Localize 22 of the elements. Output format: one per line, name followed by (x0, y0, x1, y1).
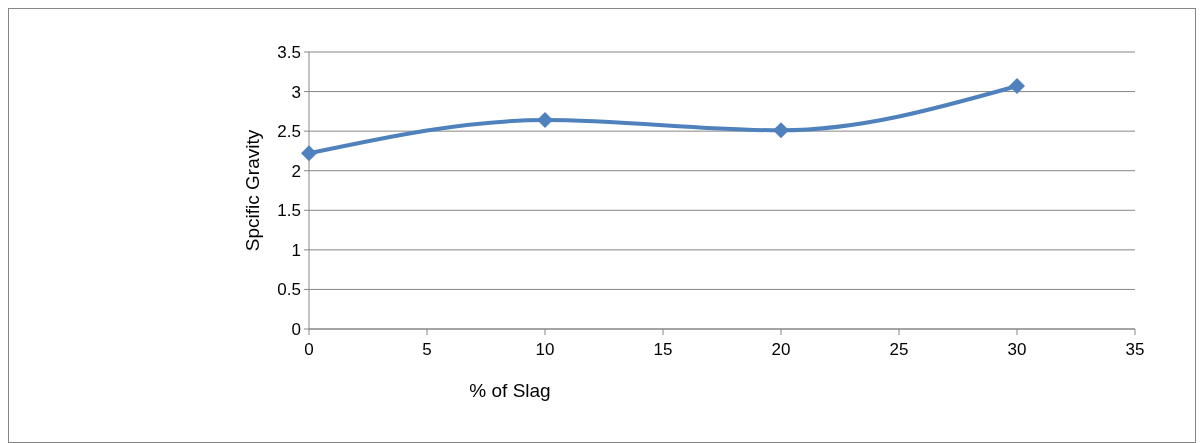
x-tick-label: 30 (1007, 340, 1027, 359)
y-tick-label: 1 (291, 240, 301, 260)
x-axis-title: % of Slag (469, 380, 551, 401)
x-tick-label: 25 (889, 340, 909, 359)
y-tick-label: 2 (291, 161, 301, 181)
y-tick-label: 1.5 (277, 201, 301, 221)
y-tick-label: 3 (291, 82, 301, 102)
x-tick-label: 10 (535, 340, 555, 359)
x-tick-label: 35 (1125, 340, 1145, 359)
point (301, 145, 317, 162)
point (537, 112, 553, 129)
x-tick-label: 15 (653, 340, 673, 359)
y-tick-label: 0.5 (277, 280, 301, 300)
x-tick-label: 0 (304, 340, 314, 359)
y-tick-label: 3.5 (277, 42, 301, 62)
point (773, 122, 789, 139)
y-axis-title: Spcific Gravity (242, 129, 263, 252)
x-tick-label: 20 (771, 340, 791, 359)
y-tick-label: 0 (291, 319, 301, 339)
y-tick-label: 2.5 (277, 122, 301, 142)
x-tick-label: 5 (422, 340, 432, 359)
point (1009, 78, 1025, 95)
